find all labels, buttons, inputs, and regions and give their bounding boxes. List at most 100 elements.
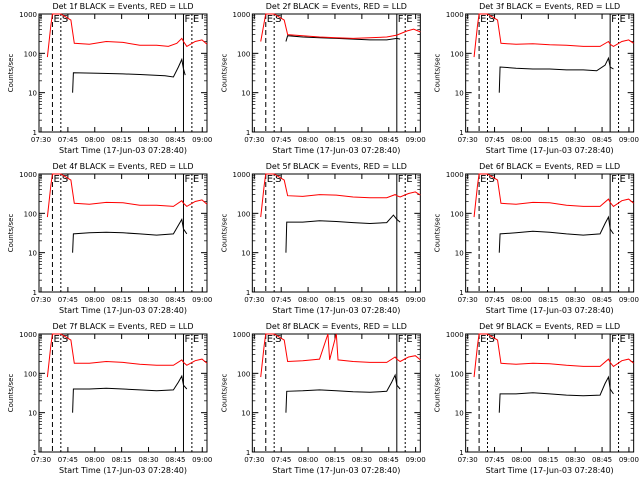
y-tick-label: 10 <box>241 250 250 258</box>
marker-label: F <box>398 334 404 345</box>
events-series-line <box>72 374 188 413</box>
x-tick-label: 07:30 <box>244 456 264 464</box>
events-series-line <box>498 375 614 413</box>
x-axis-label: Start Time (17-Jun-03 07:28:40) <box>486 466 614 475</box>
marker-label: F <box>611 174 617 185</box>
lld-series-line <box>46 13 208 58</box>
y-tick-label: 100 <box>237 210 250 218</box>
chart-title: Det 8f BLACK = Events, RED = LLD <box>266 322 407 331</box>
marker-label: E <box>53 174 59 185</box>
y-tick-label: 1000 <box>233 171 251 179</box>
x-tick-label: 08:30 <box>138 456 158 464</box>
y-tick-label: 1000 <box>446 171 464 179</box>
marker-label: F <box>611 14 617 25</box>
x-axis-label: Start Time (17-Jun-03 07:28:40) <box>59 466 187 475</box>
marker-label: E <box>406 14 412 25</box>
y-tick-label: 1 <box>459 449 463 457</box>
x-tick-label: 08:45 <box>379 136 399 144</box>
x-axis-label: Start Time (17-Jun-03 07:28:40) <box>272 466 400 475</box>
y-tick-label: 1 <box>33 449 37 457</box>
y-tick-label: 100 <box>237 370 250 378</box>
marker-label: S <box>62 174 68 185</box>
marker-label: E <box>406 334 412 345</box>
plot-frame <box>251 13 421 133</box>
y-tick-label: 100 <box>24 370 37 378</box>
x-tick-label: 08:30 <box>138 136 158 144</box>
x-tick-label: 07:30 <box>244 296 264 304</box>
x-tick-label: 08:00 <box>85 136 105 144</box>
chart-panel: Det 4f BLACK = Events, RED = LLD 1 10 100 10… <box>7 162 212 315</box>
x-tick-label: 07:45 <box>484 456 504 464</box>
y-tick-label: 1 <box>246 449 250 457</box>
x-tick-label: 09:00 <box>619 456 639 464</box>
y-tick-label: 10 <box>28 250 37 258</box>
x-tick-label: 09:00 <box>619 296 639 304</box>
x-tick-label: 07:45 <box>58 296 78 304</box>
x-tick-label: 08:15 <box>112 136 132 144</box>
plot-frame <box>465 333 635 453</box>
chart-panel: Det 6f BLACK = Events, RED = LLD 1 10 100 10… <box>434 162 639 315</box>
y-axis-label: Counts/sec <box>434 374 442 413</box>
x-tick-label: 08:30 <box>565 456 585 464</box>
events-series-line <box>285 373 401 413</box>
y-tick-label: 1000 <box>19 11 37 19</box>
lld-series-line <box>46 333 208 378</box>
x-tick-label: 09:00 <box>406 136 426 144</box>
x-tick-label: 09:00 <box>619 136 639 144</box>
marker-label: F <box>611 334 617 345</box>
y-tick-label: 1 <box>459 289 463 297</box>
y-tick-label: 100 <box>450 370 463 378</box>
x-tick-label: 07:30 <box>458 296 478 304</box>
events-series-line <box>72 217 188 253</box>
marker-label: F <box>184 14 190 25</box>
marker-label: S <box>489 14 495 25</box>
events-series-line <box>72 57 186 93</box>
plot-frame <box>465 173 635 293</box>
x-tick-label: 08:30 <box>352 296 372 304</box>
events-series-line <box>498 215 614 253</box>
x-tick-label: 07:45 <box>271 296 291 304</box>
marker-label: E <box>193 174 199 185</box>
x-tick-label: 07:45 <box>271 136 291 144</box>
x-tick-label: 08:45 <box>592 296 612 304</box>
x-tick-label: 08:45 <box>379 456 399 464</box>
marker-label: F <box>184 174 190 185</box>
x-axis-label: Start Time (17-Jun-03 07:28:40) <box>272 306 400 315</box>
plot-frame <box>251 333 421 453</box>
marker-label: E <box>620 14 626 25</box>
y-tick-label: 1 <box>33 289 37 297</box>
y-tick-label: 1000 <box>19 171 37 179</box>
y-tick-label: 10 <box>241 90 250 98</box>
y-tick-label: 10 <box>241 410 250 418</box>
y-tick-label: 1 <box>33 129 37 137</box>
marker-label: S <box>489 174 495 185</box>
x-tick-label: 07:45 <box>58 456 78 464</box>
y-tick-label: 100 <box>24 210 37 218</box>
x-tick-label: 08:00 <box>511 296 531 304</box>
marker-label: E <box>267 14 273 25</box>
marker-label: S <box>275 174 281 185</box>
chart-panel: Det 1f BLACK = Events, RED = LLD 1 10 100 10… <box>7 2 212 155</box>
chart-title: Det 2f BLACK = Events, RED = LLD <box>266 2 407 11</box>
chart-title: Det 1f BLACK = Events, RED = LLD <box>52 2 193 11</box>
chart-panel: Det 2f BLACK = Events, RED = LLD 1 10 100 10… <box>220 2 425 155</box>
y-axis-label: Counts/sec <box>7 54 15 93</box>
marker-label: E <box>480 334 486 345</box>
x-tick-label: 08:15 <box>325 456 345 464</box>
marker-label: F <box>184 334 190 345</box>
y-tick-label: 10 <box>455 90 464 98</box>
marker-label: S <box>275 334 281 345</box>
y-tick-label: 100 <box>237 50 250 58</box>
lld-series-line <box>260 333 421 378</box>
marker-label: E <box>53 14 59 25</box>
lld-series-line <box>473 333 634 378</box>
x-tick-label: 08:45 <box>592 136 612 144</box>
y-tick-label: 100 <box>450 210 463 218</box>
x-tick-label: 07:30 <box>458 136 478 144</box>
x-tick-label: 07:30 <box>244 136 264 144</box>
plot-frame <box>38 333 208 453</box>
chart-panel: Det 9f BLACK = Events, RED = LLD 1 10 100 10… <box>434 322 639 475</box>
chart-panel: Det 3f BLACK = Events, RED = LLD 1 10 100 10… <box>434 2 639 155</box>
x-tick-label: 09:00 <box>192 136 212 144</box>
x-axis-label: Start Time (17-Jun-03 07:28:40) <box>59 306 187 315</box>
